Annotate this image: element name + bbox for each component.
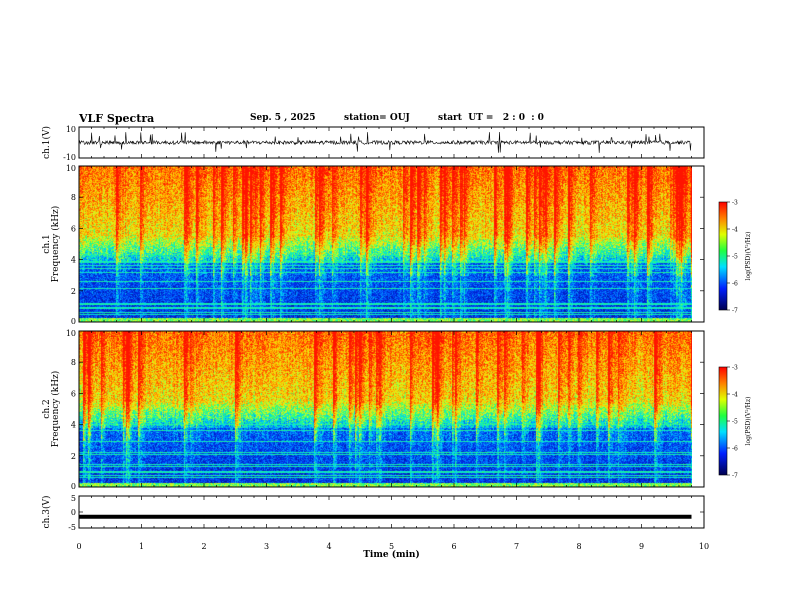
y-axis-label: ch.1(V) (41, 126, 52, 159)
colorbar-tick-label: -7 (732, 473, 738, 480)
x-tick-label: 9 (639, 542, 644, 551)
y-tick-label: -10 (63, 153, 76, 162)
start-time-label: start UT = 2 : 0 : 0 (438, 113, 544, 123)
x-axis-label: Time (min) (363, 549, 420, 560)
y-axis-label: Frequency (kHz) (50, 206, 61, 283)
y-tick-label: 2 (71, 287, 76, 296)
colorbar-tick-label: -4 (732, 392, 738, 399)
y-tick-label: 0 (71, 317, 76, 326)
colorbar-tick-label: -4 (732, 227, 738, 234)
x-tick-label: 5 (389, 542, 394, 551)
colorbar-label: log(PSD)(V²/Hz) (745, 397, 752, 446)
waveform-lines (78, 131, 692, 519)
x-tick-label: 0 (76, 542, 81, 551)
x-tick-label: 10 (699, 542, 709, 551)
y-tick-label: 2 (71, 452, 76, 461)
y-tick-label: 10 (66, 125, 76, 134)
spectrogram-images (79, 166, 692, 487)
colorbar-label: log(PSD)(V²/Hz) (745, 232, 752, 281)
x-tick-label: 4 (326, 542, 331, 551)
colorbar-tick-label: -7 (732, 308, 738, 315)
panel-frames (78, 126, 730, 529)
panel-frame-3 (78, 495, 705, 529)
y-axis-label: ch.2 (42, 399, 52, 418)
y-tick-label: 6 (71, 389, 76, 398)
spectrogram-ch1 (79, 166, 692, 322)
y-tick-label: 5 (71, 494, 76, 503)
y-tick-label: 4 (71, 256, 76, 265)
y-tick-label: 10 (66, 164, 76, 173)
y-axis-label: ch.1 (42, 234, 52, 253)
colorbar-tick-label: -6 (732, 446, 738, 453)
ch1-waveform-line (78, 131, 692, 153)
spectrogram-ch2 (79, 331, 692, 487)
y-axis-label: Frequency (kHz) (50, 371, 61, 448)
station-label: station= OUJ (344, 113, 410, 123)
y-tick-label: 0 (71, 482, 76, 491)
y-tick-label: 4 (71, 421, 76, 430)
y-tick-label: 0 (71, 508, 76, 517)
y-tick-label: -5 (68, 523, 76, 532)
colorbar-tick-label: -3 (732, 200, 738, 207)
colorbar-tick-label: -6 (732, 281, 738, 288)
x-tick-label: 2 (201, 542, 206, 551)
date-label: Sep. 5 , 2025 (250, 113, 316, 123)
colorbar-tick-label: -5 (732, 419, 738, 426)
colorbar-tick-label: -5 (732, 254, 738, 261)
y-axis-label: ch.3(V) (41, 496, 52, 529)
x-tick-label: 6 (451, 542, 456, 551)
y-tick-label: 10 (66, 329, 76, 338)
x-tick-label: 7 (514, 542, 519, 551)
chart-title: VLF Spectra (79, 112, 155, 125)
y-tick-label: 6 (71, 224, 76, 233)
x-tick-label: 3 (264, 542, 269, 551)
colorbar-tick-label: -3 (732, 365, 738, 372)
x-tick-label: 1 (139, 542, 144, 551)
y-tick-label: 8 (71, 193, 76, 202)
colorbar (718, 366, 728, 476)
x-tick-label: 8 (576, 542, 581, 551)
colorbar (718, 201, 728, 311)
y-tick-label: 8 (71, 358, 76, 367)
